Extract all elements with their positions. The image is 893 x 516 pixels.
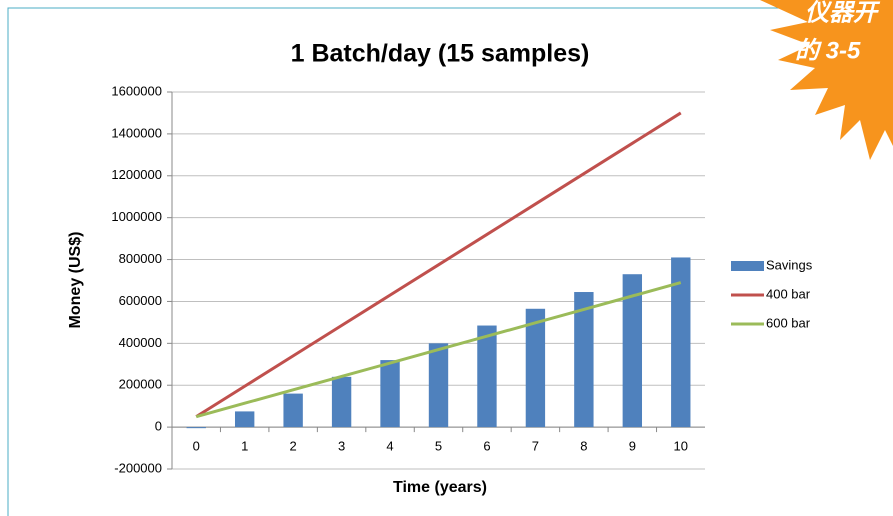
x-tick-label: 9 xyxy=(629,439,636,454)
x-tick-label: 2 xyxy=(290,439,297,454)
bar xyxy=(671,257,691,428)
x-tick-label: 8 xyxy=(580,439,587,454)
legend-label: 600 bar xyxy=(766,315,811,330)
y-tick-label: 1000000 xyxy=(111,209,162,224)
bar xyxy=(234,411,255,428)
bar xyxy=(186,427,206,429)
y-tick-label: 1600000 xyxy=(111,83,162,98)
x-tick-label: 3 xyxy=(338,439,345,454)
badge-burst xyxy=(760,0,893,160)
y-tick-label: 800000 xyxy=(119,251,162,266)
x-tick-label: 0 xyxy=(193,439,200,454)
legend-swatch xyxy=(731,261,764,271)
y-tick-label: 600000 xyxy=(119,293,162,308)
line xyxy=(195,281,682,419)
bar xyxy=(574,292,594,428)
bar xyxy=(428,343,449,428)
badge-text: 仪器开 xyxy=(805,0,881,26)
y-tick-label: -200000 xyxy=(114,460,162,475)
chart-title: 1 Batch/day (15 samples) xyxy=(291,40,590,68)
bar xyxy=(331,376,352,428)
x-tick-label: 5 xyxy=(435,439,442,454)
legend-label: 400 bar xyxy=(766,286,811,301)
x-tick-label: 10 xyxy=(674,439,688,454)
y-axis-title: Money (US$) xyxy=(67,232,84,329)
line xyxy=(195,111,682,418)
bar xyxy=(283,393,303,428)
bar xyxy=(477,325,497,428)
badge-text: 的 3-5 xyxy=(795,37,861,64)
x-axis-title: Time (years) xyxy=(393,479,487,496)
bar xyxy=(525,308,546,428)
x-tick-label: 6 xyxy=(483,439,490,454)
x-tick-label: 1 xyxy=(241,439,248,454)
legend-label: Savings xyxy=(766,257,813,272)
bar xyxy=(622,274,643,428)
y-tick-label: 1200000 xyxy=(111,167,162,182)
x-tick-label: 4 xyxy=(386,439,393,454)
y-tick-label: 200000 xyxy=(119,377,162,392)
y-tick-label: 400000 xyxy=(119,335,162,350)
bar xyxy=(380,360,400,428)
x-tick-label: 7 xyxy=(532,439,539,454)
badge: 仪器开 的 3-5 xyxy=(760,0,893,160)
y-tick-label: 1400000 xyxy=(111,125,162,140)
chart-frame xyxy=(7,7,893,516)
y-tick-label: 0 xyxy=(155,419,162,434)
